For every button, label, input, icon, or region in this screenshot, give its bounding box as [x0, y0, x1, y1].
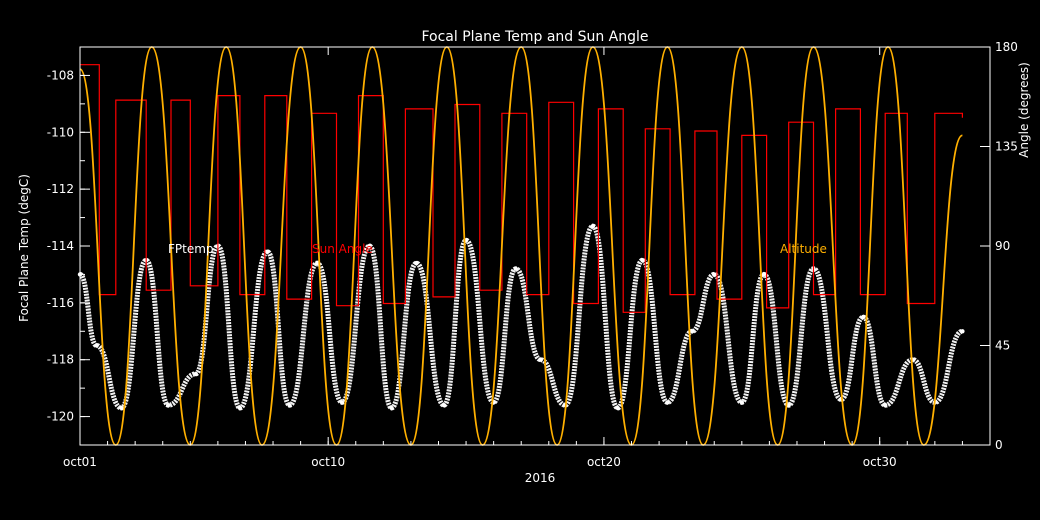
data-point-fptemp-9 [287, 403, 292, 408]
y-tick-label-3: -114 [47, 239, 74, 253]
data-point-fptemp-24 [665, 400, 670, 405]
x-tick-label-3: oct30 [863, 455, 897, 469]
data-point-fptemp-18 [513, 266, 518, 271]
y-tick-label-5: -118 [47, 353, 74, 367]
data-point-fptemp-33 [883, 403, 888, 408]
data-point-fptemp-32 [861, 314, 866, 320]
x-tick-label-0: oct01 [63, 455, 97, 469]
data-point-fptemp-14 [414, 260, 419, 266]
data-point-fptemp-27 [739, 400, 744, 405]
data-point-fptemp-13 [389, 405, 394, 411]
data-point-fptemp-21 [590, 223, 596, 229]
data-point-fptemp-10 [315, 260, 320, 266]
text-layer: Focal Plane Temp and Sun Angle 2016 Foca… [17, 29, 1031, 485]
data-point-fptemp-25 [690, 329, 695, 334]
data-point-fptemp-7 [237, 405, 243, 411]
y-tick-label-1: -110 [47, 125, 74, 139]
x-axis-title: 2016 [525, 471, 556, 485]
y2-tick-label-0: 0 [995, 438, 1003, 452]
axis-layer: oct01 oct10 oct20 oct30 -108 -110 -112 -114 -116… [47, 40, 1018, 469]
y2-tick-label-3: 135 [995, 140, 1018, 154]
data-point-fptemp-1 [94, 343, 99, 348]
data-point-fptemp-36 [960, 329, 965, 334]
legend-layer: FPtemp Sun Angle Altitude [168, 242, 827, 256]
series-line-sun-angle [80, 64, 963, 313]
series-trace-fptemp [77, 223, 964, 411]
data-point-fptemp-26 [712, 272, 717, 277]
data-point-fptemp-4 [166, 403, 171, 408]
data-point-fptemp-29 [786, 403, 791, 408]
data-point-fptemp-2 [119, 405, 124, 411]
legend-label-altitude: Altitude [780, 242, 827, 256]
data-point-fptemp-23 [640, 258, 645, 263]
x-tick-label-1: oct10 [311, 455, 345, 469]
y-tick-label-0: -108 [47, 68, 74, 82]
y2-axis-title: Angle (degrees) [1017, 62, 1031, 158]
data-point-fptemp-12 [367, 243, 372, 249]
chart-title: Focal Plane Temp and Sun Angle [421, 29, 648, 45]
y-axis-title: Focal Plane Temp (degC) [17, 174, 31, 322]
legend-label-sun-angle: Sun Angle [312, 242, 373, 256]
data-point-fptemp-5 [193, 371, 198, 377]
data-point-fptemp-8 [265, 249, 270, 254]
data-point-fptemp-28 [761, 272, 767, 277]
y2-tick-label-4: 180 [995, 40, 1018, 54]
legend-label-fptemp: FPtemp [168, 242, 214, 256]
y-tick-label-2: -112 [47, 182, 74, 196]
x-tick-label-2: oct20 [587, 455, 621, 469]
data-point-fptemp-11 [339, 400, 345, 405]
y2-tick-label-2: 90 [995, 239, 1010, 253]
y-tick-label-4: -116 [47, 296, 74, 310]
data-point-fptemp-15 [441, 403, 447, 408]
y-tick-label-6: -120 [47, 410, 74, 424]
data-point-fptemp-19 [538, 357, 543, 362]
data-point-fptemp-22 [615, 405, 620, 411]
y2-tick-label-1: 45 [995, 339, 1010, 353]
